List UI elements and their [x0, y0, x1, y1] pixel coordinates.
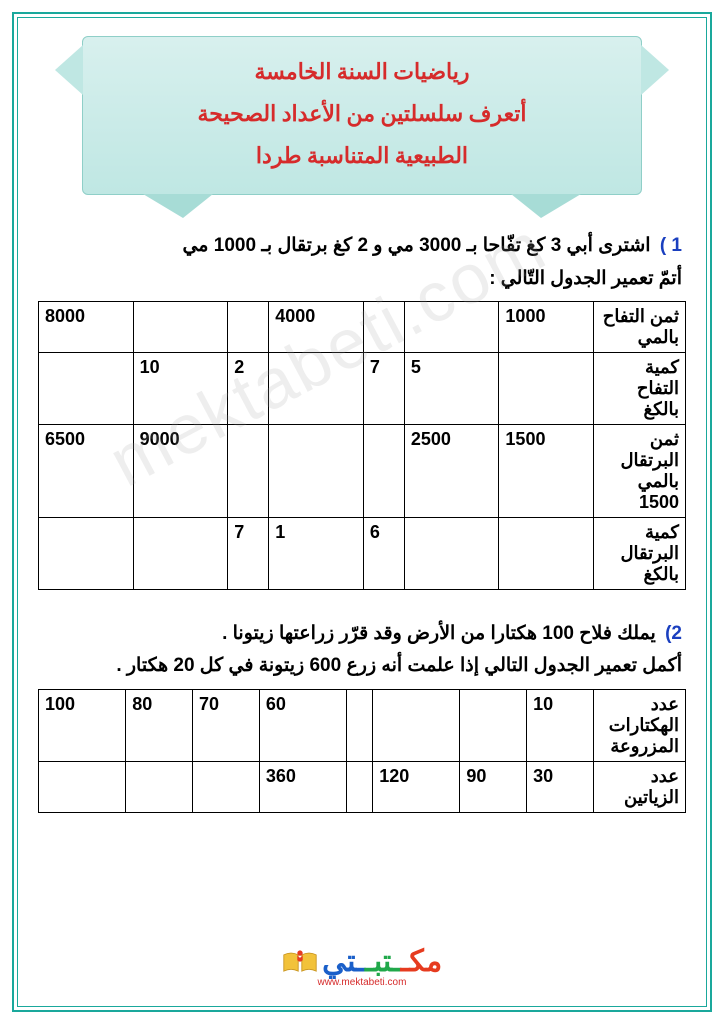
table-cell: 70	[193, 689, 260, 761]
banner-ribbon-tail-right	[511, 194, 581, 218]
table-cell: 6	[363, 517, 404, 589]
table-cell: 80	[126, 689, 193, 761]
table-cell: 100	[39, 689, 126, 761]
row-header: ثمن التفاح بالمي	[594, 301, 686, 352]
table-cell: 2500	[404, 424, 499, 517]
row-header: كمية البرتقال بالكغ	[594, 517, 686, 589]
table-cell	[269, 352, 364, 424]
table-cell: 4000	[269, 301, 364, 352]
page-outer-border: mektabeti.com رياضيات السنة الخامسة أتعر…	[12, 12, 712, 1012]
row-header: كمية التفاح بالكغ	[594, 352, 686, 424]
table-cell: 7	[363, 352, 404, 424]
question-2: 2) يملك فلاح 100 هكتارا من الأرض وقد قرّ…	[42, 618, 682, 683]
table-cell: 360	[259, 761, 346, 812]
table-cell: 5	[404, 352, 499, 424]
banner-ribbon-tail-left	[143, 194, 213, 218]
table-cell	[363, 424, 404, 517]
table-cell: 9000	[133, 424, 228, 517]
table-cell	[39, 352, 134, 424]
table-cell	[363, 301, 404, 352]
book-icon	[282, 949, 318, 977]
table-cell	[460, 689, 527, 761]
table-row: عدد الهكتارات المزروعة10 607080100	[39, 689, 686, 761]
question-1-line1: اشترى أبي 3 كغ تفّاحا بـ 3000 مي و 2 كغ …	[182, 235, 650, 256]
table-cell	[228, 301, 269, 352]
table-cell: 10	[527, 689, 594, 761]
table-cell: 1500	[499, 424, 594, 517]
table-row: كمية البرتقال بالكغ 617	[39, 517, 686, 589]
banner-line-1: رياضيات السنة الخامسة	[123, 51, 601, 93]
row-header: عدد الهكتارات المزروعة	[594, 689, 686, 761]
question-1: 1 ) اشترى أبي 3 كغ تفّاحا بـ 3000 مي و 2…	[42, 230, 682, 295]
table-cell	[499, 517, 594, 589]
table-cell	[346, 761, 372, 812]
table-cell	[499, 352, 594, 424]
footer-logo: مكــتبــتي www.mektabeti.com	[18, 944, 706, 988]
table-cell	[404, 517, 499, 589]
table-2: عدد الهكتارات المزروعة10607080100عدد الز…	[38, 689, 686, 813]
question-1-line2: أتمّ تعمير الجدول التّالي :	[489, 268, 682, 289]
table-row: ثمن التفاح بالمي1000 4000 8000	[39, 301, 686, 352]
table-cell	[133, 301, 228, 352]
table-cell: 1000	[499, 301, 594, 352]
table-cell	[133, 517, 228, 589]
table-row: كمية التفاح بالكغ 57 210	[39, 352, 686, 424]
table-cell: 60	[259, 689, 346, 761]
table-cell: 30	[527, 761, 594, 812]
table-cell	[346, 689, 372, 761]
row-header: ثمن البرتقال بالمي 1500	[594, 424, 686, 517]
table-cell	[39, 517, 134, 589]
table-cell	[126, 761, 193, 812]
table-cell: 7	[228, 517, 269, 589]
question-1-number: 1 )	[660, 235, 682, 256]
question-2-line1: يملك فلاح 100 هكتارا من الأرض وقد قرّر ز…	[222, 623, 656, 644]
question-2-line2: أكمل تعمير الجدول التالي إذا علمت أنه زر…	[116, 655, 682, 676]
page-inner-border: mektabeti.com رياضيات السنة الخامسة أتعر…	[17, 17, 707, 1007]
table-cell: 2	[228, 352, 269, 424]
title-banner: رياضيات السنة الخامسة أتعرف سلسلتين من ا…	[82, 36, 642, 195]
table-row: ثمن البرتقال بالمي 150015002500 90006500	[39, 424, 686, 517]
table-cell	[404, 301, 499, 352]
row-header: عدد الزياتين	[594, 761, 686, 812]
table-cell: 10	[133, 352, 228, 424]
table-cell: 8000	[39, 301, 134, 352]
table-cell	[193, 761, 260, 812]
table-cell	[39, 761, 126, 812]
logo-text: مكــتبــتي	[282, 944, 442, 979]
table-cell: 120	[373, 761, 460, 812]
table-cell: 1	[269, 517, 364, 589]
table-cell	[228, 424, 269, 517]
banner-line-3: الطبيعية المتناسبة طردا	[123, 135, 601, 177]
question-2-number: 2)	[665, 623, 682, 644]
table-cell: 90	[460, 761, 527, 812]
table-1: ثمن التفاح بالمي100040008000كمية التفاح …	[38, 301, 686, 590]
table-cell: 6500	[39, 424, 134, 517]
table-row: عدد الزياتين3090120 360	[39, 761, 686, 812]
banner-line-2: أتعرف سلسلتين من الأعداد الصحيحة	[123, 93, 601, 135]
table-cell	[269, 424, 364, 517]
table-cell	[373, 689, 460, 761]
